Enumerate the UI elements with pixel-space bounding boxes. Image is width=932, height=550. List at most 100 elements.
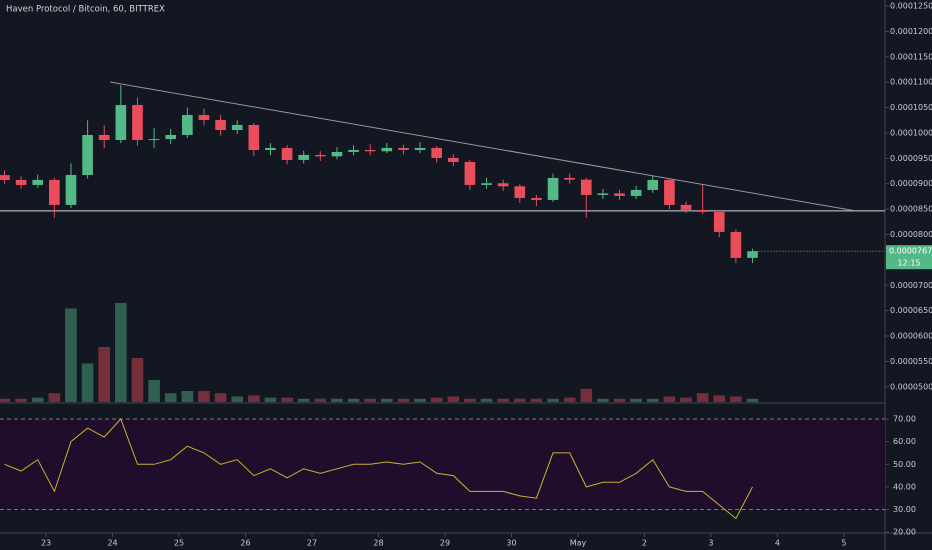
candle-body xyxy=(82,134,93,175)
candle-body xyxy=(15,179,27,185)
volume-bar xyxy=(248,395,260,402)
volume-bar xyxy=(464,398,476,402)
candle-body xyxy=(614,193,625,196)
volume-bar xyxy=(746,398,759,402)
volume-bar xyxy=(148,380,160,402)
trend-line xyxy=(109,81,856,212)
candle-body xyxy=(381,147,393,152)
volume-bar xyxy=(663,396,676,402)
volume-bar xyxy=(98,347,111,402)
volume-bar xyxy=(597,398,609,402)
volume-bar xyxy=(314,398,327,402)
candle-body xyxy=(730,231,742,258)
candle-body xyxy=(647,179,659,190)
candle-body xyxy=(680,204,692,210)
candle-body xyxy=(580,179,592,195)
x-tick-label: 23 xyxy=(41,539,51,548)
volume-bar xyxy=(397,398,410,402)
candle-body xyxy=(464,161,476,185)
candle-body xyxy=(248,124,260,150)
candle-body xyxy=(664,179,675,205)
volume-bar xyxy=(480,398,493,402)
volume-bar xyxy=(730,396,742,402)
volume-bar xyxy=(31,397,44,402)
candle-body xyxy=(597,193,609,195)
volume-bar xyxy=(713,395,726,402)
candle-body xyxy=(32,179,44,185)
x-tick-label: 24 xyxy=(107,539,117,548)
volume-bar xyxy=(630,398,642,402)
candle-body xyxy=(414,147,426,150)
volume-bar xyxy=(164,393,177,402)
x-tick-label: 30 xyxy=(506,539,516,548)
volume-bar xyxy=(530,398,543,402)
candle-body xyxy=(564,177,575,180)
candle-body xyxy=(348,149,359,152)
candle-body xyxy=(165,134,177,140)
candle-body xyxy=(49,179,60,205)
x-tick-label: 3 xyxy=(708,539,713,548)
rsi-tick-label: 30.00 xyxy=(893,505,916,514)
candle-body xyxy=(531,197,542,200)
candle-body xyxy=(431,147,443,158)
candle-body xyxy=(364,149,376,152)
volume-bar xyxy=(364,398,377,402)
rsi-tick-label: 60.00 xyxy=(893,437,916,446)
candle-body xyxy=(514,186,526,198)
x-tick-label: 28 xyxy=(373,539,383,548)
volume-bar xyxy=(380,398,393,402)
candle-body xyxy=(447,157,459,162)
volume-bar xyxy=(131,358,144,402)
candle-body xyxy=(98,134,110,140)
volume-bar xyxy=(613,398,626,402)
volume-bar xyxy=(198,391,210,402)
candle-body xyxy=(315,154,326,157)
rsi-tick-label: 40.00 xyxy=(893,482,916,491)
candle-body xyxy=(0,175,10,180)
volume-bar xyxy=(65,308,77,402)
candle-body xyxy=(265,147,276,150)
chart-title: Haven Protocol / Bitcoin, 60, BITTREX xyxy=(6,5,165,15)
candle-body xyxy=(481,183,492,185)
candle-body xyxy=(298,154,310,160)
volume-bar xyxy=(297,398,310,402)
volume-bar xyxy=(181,391,194,402)
countdown: 12:15 xyxy=(897,259,920,268)
candle-body xyxy=(697,209,708,212)
y-tick-label: 0.00005000 xyxy=(890,382,932,391)
candle-body xyxy=(65,174,77,205)
candle-body xyxy=(231,124,243,130)
volume-bar xyxy=(563,397,576,402)
candle-body xyxy=(398,147,409,150)
candle-body xyxy=(630,189,642,196)
candle-body xyxy=(281,147,293,160)
volume-bar xyxy=(214,393,227,402)
volume-bar xyxy=(281,397,293,402)
x-tick-label: 29 xyxy=(440,539,450,548)
volume-bar xyxy=(347,398,360,402)
x-tick-label: 5 xyxy=(841,539,846,548)
volume-bar xyxy=(646,398,659,402)
volume-bar xyxy=(447,396,460,402)
x-tick-label: 25 xyxy=(174,539,184,548)
x-tick-label: 27 xyxy=(307,539,317,548)
rsi-tick-label: 50.00 xyxy=(893,460,916,469)
rsi-tick-label: 70.00 xyxy=(893,415,916,424)
candle-body xyxy=(713,211,725,232)
candle-body xyxy=(115,105,127,140)
candle-body xyxy=(215,119,226,130)
rsi-tick-label: 20.00 xyxy=(893,528,916,537)
